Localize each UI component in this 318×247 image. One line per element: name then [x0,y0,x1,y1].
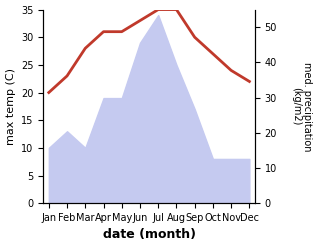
Y-axis label: max temp (C): max temp (C) [5,68,16,145]
X-axis label: date (month): date (month) [103,228,196,242]
Y-axis label: med. precipitation
(kg/m2): med. precipitation (kg/m2) [291,62,313,151]
